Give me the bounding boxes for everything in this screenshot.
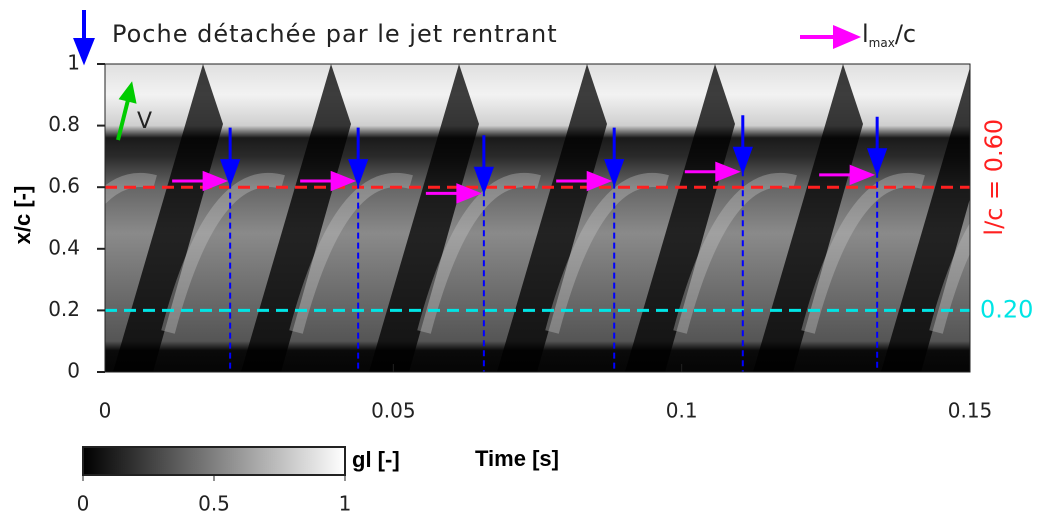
legend-arrow-magenta [800,24,862,50]
lmax-arrow [425,183,482,204]
detach-arrow [732,115,753,175]
reference-label: l/c = 0.60 [980,119,1008,236]
y-tick-label: 1 [67,51,80,75]
velocity-arrow [116,81,137,141]
streak-dark [753,64,863,372]
lmax-arrow [684,161,741,183]
colorbar-tick-label: 0.5 [198,492,230,516]
x-tick-label: 0 [99,399,112,423]
colorbar-label: gl [-] [352,447,400,472]
legend-text: Poche détachée par le jet rentrant [112,20,558,48]
x-axis-label: Time [s] [475,446,559,471]
streak-light [161,172,285,334]
detach-arrow [348,127,369,187]
legend-text: lmax/c [862,20,916,50]
lmax-arrow [556,170,613,192]
streak-dark [369,64,479,372]
streak-dark [881,67,970,372]
colorbar [82,446,346,476]
streak-light [545,172,669,334]
y-tick-label: 0 [67,359,80,383]
legend-part: l [862,20,869,48]
streak-light [417,172,541,334]
legend-subscript: max [869,36,895,50]
streak-light [801,172,925,334]
detach-arrow [473,135,495,195]
plot-layer: 0 0.05 0.1 0.15 0 0.2 0.4 0.6 0.8 1 l/c = 0.60 0.20 [48,51,1033,423]
streak-light [929,223,970,334]
colorbar-ticks: 0 0.5 1 [77,475,352,516]
detach-arrow [867,116,888,177]
y-tick-label: 0.2 [48,297,80,321]
heatmap-image [105,64,1050,372]
streak-light [673,172,797,334]
y-axis-label: x/c [-] [10,186,35,245]
streak-dark [497,64,607,372]
detach-arrow [219,127,241,187]
reference-label: 0.20 [980,295,1033,323]
x-tick-label: 0.1 [666,399,698,423]
x-tick-label: 0.05 [371,399,416,423]
legend-part: /c [895,20,916,48]
plot-frame [104,63,971,373]
y-tick-label: 0.8 [48,112,80,136]
y-tick-label: 0.4 [48,235,80,259]
detach-arrow [604,127,625,187]
y-tick-label: 0.6 [48,174,80,198]
streak-dark [113,64,223,372]
legend-arrow-blue [73,10,95,66]
annotation: V [137,109,152,134]
streak-dark [241,64,351,372]
colorbar-tick-label: 0 [77,492,90,516]
lmax-arrow [300,170,357,192]
streak-light [289,172,413,334]
streak-dark [1009,64,1050,372]
x-tick-label: 0.15 [948,399,993,423]
lmax-arrow [819,164,876,186]
lmax-arrow [172,170,229,192]
streak-light [105,172,157,205]
streak-dark [625,64,735,372]
colorbar-tick-label: 1 [339,492,352,516]
